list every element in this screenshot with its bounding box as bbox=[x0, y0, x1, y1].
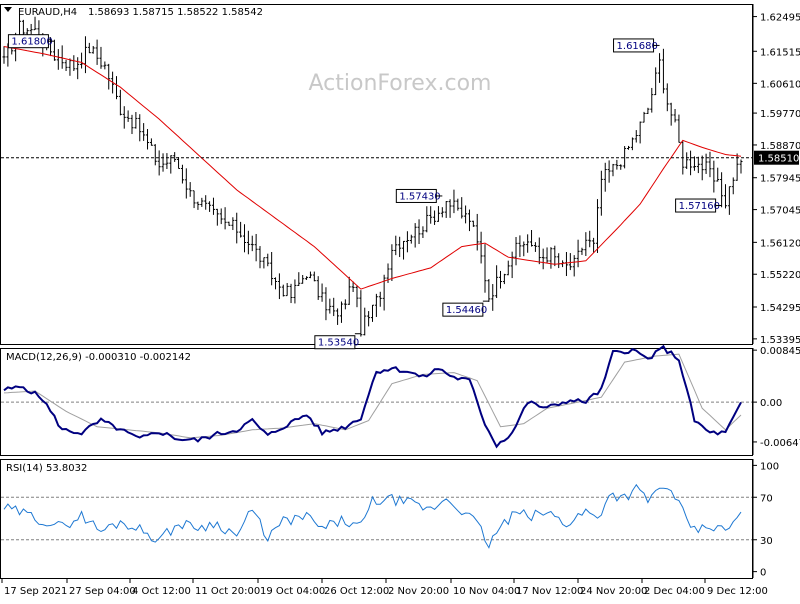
macd-tick-label: 0.008452 bbox=[760, 346, 800, 357]
macd-title: MACD(12,26,9) -0.000310 -0.002142 bbox=[6, 352, 191, 363]
y-tick-label: 1.60610 bbox=[760, 79, 800, 90]
y-tick-label: 1.58870 bbox=[760, 141, 800, 152]
watermark: ActionForex.com bbox=[309, 71, 492, 96]
rsi-line bbox=[3, 483, 742, 549]
x-tick-label: 27 Sep 04:00 bbox=[69, 586, 136, 597]
rsi-panel: RSI(14) 53.8032 100 70 30 0 bbox=[1, 461, 779, 579]
x-tick-label: 10 Nov 04:00 bbox=[453, 586, 520, 597]
annotation-label: 1.57430 bbox=[399, 191, 440, 202]
rsi-tick-label: 100 bbox=[760, 461, 779, 472]
x-tick-label: 17 Nov 12:00 bbox=[516, 586, 583, 597]
y-tick-label: 1.59770 bbox=[760, 109, 800, 120]
x-tick-label: 17 Sep 2021 bbox=[4, 586, 67, 597]
current-price-label: 1.58510 bbox=[758, 154, 799, 165]
rsi-tick-label: 0 bbox=[760, 568, 766, 579]
y-tick-label: 1.62495 bbox=[760, 13, 800, 24]
annotation-label: 1.54460 bbox=[446, 305, 487, 316]
macd-signal-line bbox=[3, 353, 742, 439]
rsi-tick-label: 30 bbox=[760, 536, 773, 547]
annotation-label: 1.61680 bbox=[617, 41, 658, 52]
x-tick-label: 26 Oct 12:00 bbox=[324, 586, 389, 597]
macd-tick-label: -0.006475 bbox=[760, 438, 800, 449]
ohlc-label: 1.58693 1.58715 1.58522 1.58542 bbox=[88, 7, 263, 18]
current-price-box bbox=[754, 150, 799, 165]
annotation-label: 1.53540 bbox=[318, 338, 359, 349]
y-tick-label: 1.56120 bbox=[760, 238, 800, 249]
annotation-label: 1.57160 bbox=[679, 201, 720, 212]
y-tick-label: 1.61515 bbox=[760, 47, 800, 58]
price-panel: 1.62495 1.61515 1.60610 1.59770 1.58870 1.579… bbox=[1, 13, 800, 350]
annotation-box bbox=[314, 335, 356, 350]
annotation-label: 1.61800 bbox=[11, 37, 52, 48]
y-tick-label: 1.54295 bbox=[760, 303, 800, 314]
panel-frames bbox=[0, 4, 754, 579]
y-tick-label: 1.57945 bbox=[760, 174, 800, 185]
symbol-label: EURAUD,H4 bbox=[18, 7, 77, 18]
annotation-box bbox=[442, 302, 484, 317]
x-tick-label: 19 Oct 04:00 bbox=[260, 586, 325, 597]
dropdown-icon[interactable] bbox=[4, 7, 12, 12]
x-tick-label: 24 Nov 20:00 bbox=[580, 586, 647, 597]
x-tick-label: 9 Dec 12:00 bbox=[707, 586, 768, 597]
y-tick-label: 1.53395 bbox=[760, 335, 800, 346]
x-tick-label: 4 Oct 12:00 bbox=[132, 586, 191, 597]
macd-line bbox=[3, 344, 742, 449]
rsi-tick-label: 70 bbox=[760, 493, 773, 504]
time-axis: 17 Sep 2021 27 Sep 04:004 Oct 12:00 11 Oct… bbox=[1, 578, 768, 597]
rsi-title: RSI(14) 53.8032 bbox=[6, 463, 87, 474]
moving-average-line bbox=[3, 46, 742, 290]
x-tick-label: 2 Dec 04:00 bbox=[644, 586, 705, 597]
x-tick-label: 11 Oct 20:00 bbox=[195, 586, 260, 597]
x-tick-label: 2 Nov 20:00 bbox=[388, 586, 449, 597]
y-tick-label: 1.55220 bbox=[760, 270, 800, 281]
macd-panel: MACD(12,26,9) -0.000310 -0.002142 0.00845… bbox=[1, 344, 800, 449]
y-tick-label: 1.57045 bbox=[760, 206, 800, 217]
macd-tick-label: 0.00 bbox=[760, 398, 782, 409]
